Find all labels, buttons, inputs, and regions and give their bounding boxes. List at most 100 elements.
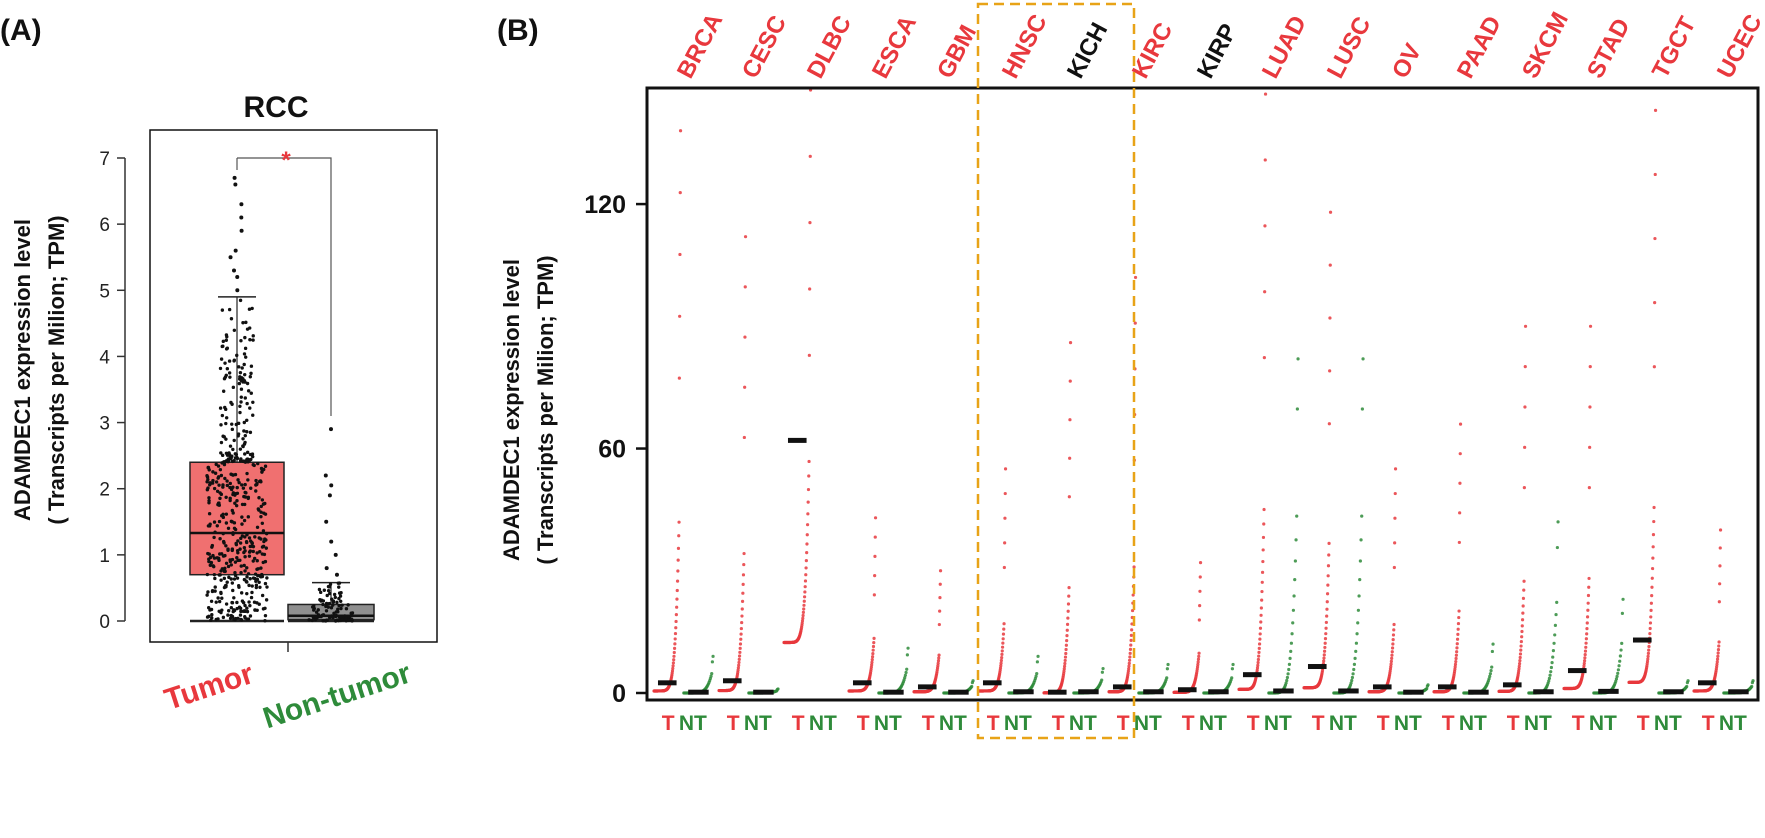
skcm-normal-point bbox=[1547, 679, 1551, 683]
stad-tumor-point bbox=[1583, 652, 1587, 657]
cesc-tumor-point bbox=[739, 632, 743, 636]
group-label-t: T bbox=[857, 712, 870, 735]
tumor-point bbox=[210, 588, 215, 593]
tumor-point bbox=[216, 617, 220, 621]
luad-tumor-point bbox=[1256, 663, 1260, 667]
hnsc-tumor-point bbox=[999, 664, 1003, 668]
brca-tumor-median bbox=[657, 680, 677, 686]
group-label-nt: NT bbox=[1459, 712, 1487, 735]
tumor-point bbox=[255, 559, 259, 563]
panel-a-ylabel-2: ( Transcripts per Milion; TPM) bbox=[44, 215, 69, 524]
kirp-normal-point bbox=[1230, 676, 1234, 680]
luad-tumor-point bbox=[1256, 660, 1260, 665]
tumor-point bbox=[238, 298, 243, 303]
brca-tumor-point bbox=[678, 314, 682, 318]
skcm-normal-point bbox=[1551, 649, 1555, 653]
tgct-tumor-point bbox=[1650, 576, 1654, 580]
luad-normal-point bbox=[1293, 559, 1297, 563]
tumor-point bbox=[211, 553, 215, 558]
non-tumor-point bbox=[330, 597, 334, 601]
tumor-point bbox=[245, 418, 249, 422]
stad-tumor-point bbox=[1582, 664, 1586, 668]
tumor-point bbox=[260, 593, 265, 598]
brca-tumor-point bbox=[678, 190, 682, 195]
stad-tumor-median bbox=[1567, 668, 1587, 674]
tumor-point bbox=[220, 453, 225, 458]
kich-tumor-median bbox=[1047, 689, 1067, 695]
non-tumor-point bbox=[332, 611, 336, 615]
group-label-t: T bbox=[1572, 712, 1585, 735]
kich-tumor-point bbox=[1068, 379, 1072, 383]
tumor-point bbox=[224, 561, 229, 566]
tumor-point bbox=[226, 609, 231, 613]
hnsc-tumor-point bbox=[1002, 627, 1006, 631]
stad-tumor-point bbox=[1585, 615, 1590, 619]
tumor-point bbox=[248, 338, 252, 342]
cesc-tumor-point bbox=[739, 626, 743, 631]
paad-tumor-point bbox=[1457, 540, 1461, 545]
tumor-point bbox=[224, 338, 229, 342]
kich-tumor-point bbox=[1064, 647, 1068, 652]
group-label-nt: NT bbox=[744, 712, 772, 735]
ov-tumor-point bbox=[1391, 638, 1395, 642]
luad-tumor-point bbox=[1259, 606, 1263, 610]
tumor-point bbox=[265, 585, 269, 589]
paad-tumor-point bbox=[1454, 659, 1458, 664]
kirp-normal-point bbox=[1230, 667, 1234, 671]
luad-tumor-point bbox=[1255, 666, 1260, 670]
kirc-normal-point bbox=[1166, 662, 1170, 667]
tumor-point bbox=[238, 458, 243, 463]
tgct-tumor-point bbox=[1648, 631, 1652, 636]
tumor-point bbox=[245, 606, 249, 610]
tumor-point bbox=[248, 406, 252, 410]
tumor-point bbox=[216, 596, 220, 600]
cancer-label-esca: ESCA bbox=[867, 11, 922, 83]
cesc-normal-median bbox=[753, 689, 774, 695]
luad-normal-point bbox=[1291, 621, 1295, 625]
tumor-point bbox=[234, 422, 239, 427]
ov-tumor-point bbox=[1393, 491, 1397, 496]
non-tumor-point bbox=[332, 592, 337, 597]
non-tumor-point bbox=[329, 606, 334, 610]
kich-tumor-point bbox=[1063, 661, 1067, 666]
tumor-point bbox=[245, 566, 249, 570]
tumor-point bbox=[238, 410, 242, 415]
paad-tumor-point bbox=[1453, 667, 1457, 671]
brca-tumor-point bbox=[672, 658, 676, 662]
kirc-tumor-point bbox=[1128, 655, 1132, 659]
tumor-point bbox=[232, 359, 236, 363]
cesc-tumor-point bbox=[737, 657, 741, 661]
luad-tumor-point bbox=[1263, 158, 1267, 162]
cesc-tumor-point bbox=[742, 435, 746, 440]
tumor-point bbox=[210, 545, 214, 549]
tumor-point bbox=[247, 583, 251, 588]
kich-tumor-point bbox=[1065, 622, 1070, 626]
esca-tumor-point bbox=[872, 593, 876, 597]
cesc-tumor-point bbox=[743, 335, 747, 339]
tumor-point bbox=[252, 556, 257, 561]
ov-tumor-point bbox=[1391, 642, 1395, 646]
tumor-point bbox=[242, 577, 247, 582]
skcm-tumor-point bbox=[1522, 579, 1526, 583]
cesc-normal-point bbox=[776, 687, 780, 691]
tumor-point bbox=[259, 504, 263, 509]
kirp-tumor-point bbox=[1196, 662, 1200, 667]
skcm-tumor-point bbox=[1519, 648, 1523, 652]
tgct-tumor-point bbox=[1651, 533, 1656, 537]
tumor-point bbox=[254, 478, 258, 483]
tumor-point bbox=[225, 479, 229, 483]
skcm-tumor-point bbox=[1523, 405, 1527, 409]
tumor-point bbox=[218, 537, 222, 541]
hnsc-tumor-point bbox=[1001, 637, 1005, 641]
tumor-point bbox=[259, 514, 263, 519]
gbm-tumor-point bbox=[937, 656, 941, 660]
tumor-point bbox=[214, 600, 218, 604]
luad-normal-point bbox=[1288, 656, 1292, 660]
stad-tumor-point bbox=[1584, 645, 1588, 649]
non-tumor-outlier bbox=[333, 552, 338, 557]
group-label-nt: NT bbox=[809, 712, 837, 735]
panel-a: (A) RCC ADAMDEC1 expression level ( Tran… bbox=[0, 14, 438, 735]
paad-tumor-point bbox=[1455, 642, 1459, 646]
non-tumor-point bbox=[318, 598, 322, 602]
cesc-tumor-point bbox=[742, 562, 746, 567]
